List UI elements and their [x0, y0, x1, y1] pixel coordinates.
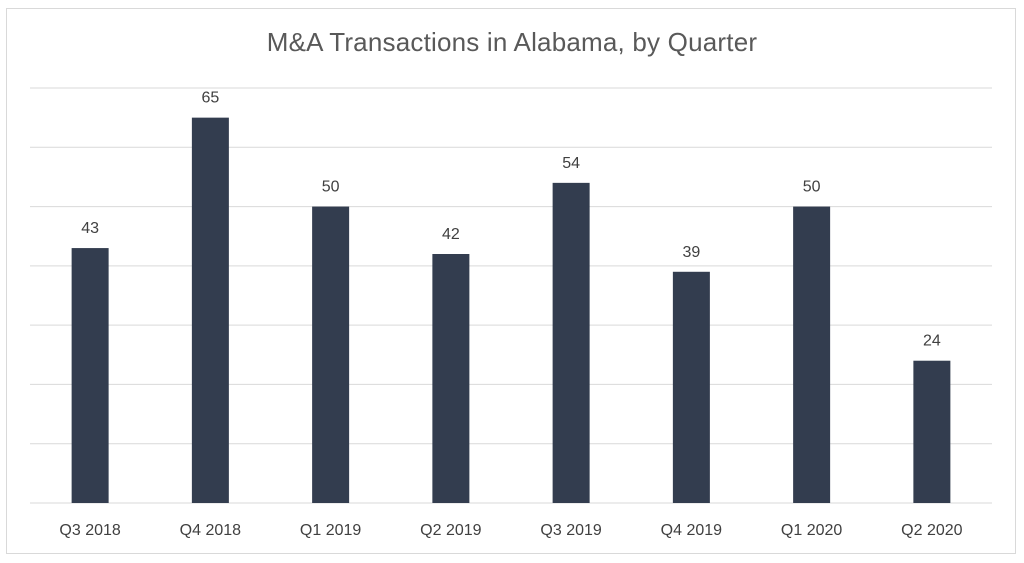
chart-title: M&A Transactions in Alabama, by Quarter — [266, 27, 758, 57]
bar-q2-2020 — [913, 360, 951, 503]
data-label: 65 — [201, 90, 219, 107]
x-tick-label: Q2 2019 — [420, 522, 481, 539]
x-tick-label: Q3 2018 — [59, 522, 120, 539]
x-tick-label: Q3 2019 — [540, 522, 601, 539]
data-label: 24 — [923, 333, 941, 350]
bar-q4-2018 — [191, 117, 229, 504]
bar-q2-2019 — [432, 254, 470, 503]
bar-q4-2019 — [672, 271, 710, 503]
x-tick-label: Q1 2019 — [300, 522, 361, 539]
data-label: 43 — [81, 220, 99, 237]
data-label: 50 — [322, 179, 340, 196]
data-label: 50 — [803, 179, 821, 196]
bar-q1-2020 — [793, 206, 831, 504]
bar-q1-2019 — [312, 206, 350, 504]
data-label: 39 — [682, 244, 700, 261]
data-label: 42 — [442, 226, 460, 243]
chart-frame — [6, 8, 1016, 554]
x-tick-label: Q2 2020 — [901, 522, 962, 539]
bar-q3-2018 — [71, 248, 109, 503]
x-tick-label: Q4 2018 — [180, 522, 241, 539]
x-tick-label: Q4 2019 — [661, 522, 722, 539]
data-label: 54 — [562, 155, 580, 172]
x-tick-label: Q1 2020 — [781, 522, 842, 539]
bar-q3-2019 — [552, 182, 590, 503]
